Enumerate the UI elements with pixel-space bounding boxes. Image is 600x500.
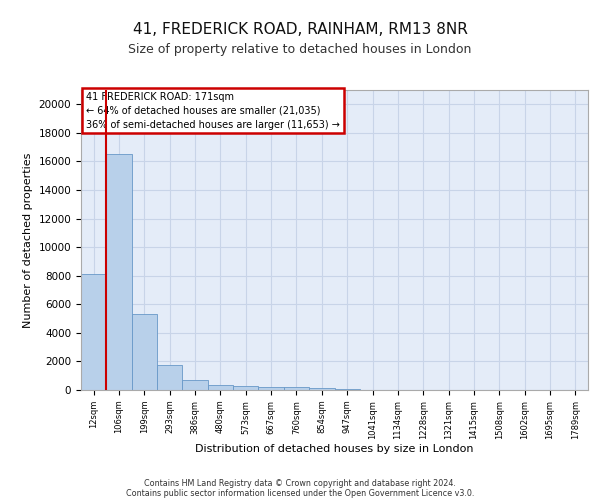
Bar xyxy=(182,380,208,390)
Y-axis label: Number of detached properties: Number of detached properties xyxy=(23,152,33,328)
Bar xyxy=(259,387,284,390)
Text: 41 FREDERICK ROAD: 171sqm
← 64% of detached houses are smaller (21,035)
36% of s: 41 FREDERICK ROAD: 171sqm ← 64% of detac… xyxy=(86,92,340,130)
Text: Contains HM Land Registry data © Crown copyright and database right 2024.: Contains HM Land Registry data © Crown c… xyxy=(144,478,456,488)
Bar xyxy=(157,365,182,390)
Text: Size of property relative to detached houses in London: Size of property relative to detached ho… xyxy=(128,42,472,56)
Bar xyxy=(208,385,233,390)
Bar xyxy=(106,154,132,390)
X-axis label: Distribution of detached houses by size in London: Distribution of detached houses by size … xyxy=(195,444,474,454)
Bar xyxy=(233,386,259,390)
Bar xyxy=(81,274,106,390)
Bar xyxy=(335,389,360,390)
Bar xyxy=(284,387,309,390)
Bar xyxy=(309,388,335,390)
Text: 41, FREDERICK ROAD, RAINHAM, RM13 8NR: 41, FREDERICK ROAD, RAINHAM, RM13 8NR xyxy=(133,22,467,38)
Bar xyxy=(132,314,157,390)
Text: Contains public sector information licensed under the Open Government Licence v3: Contains public sector information licen… xyxy=(126,488,474,498)
